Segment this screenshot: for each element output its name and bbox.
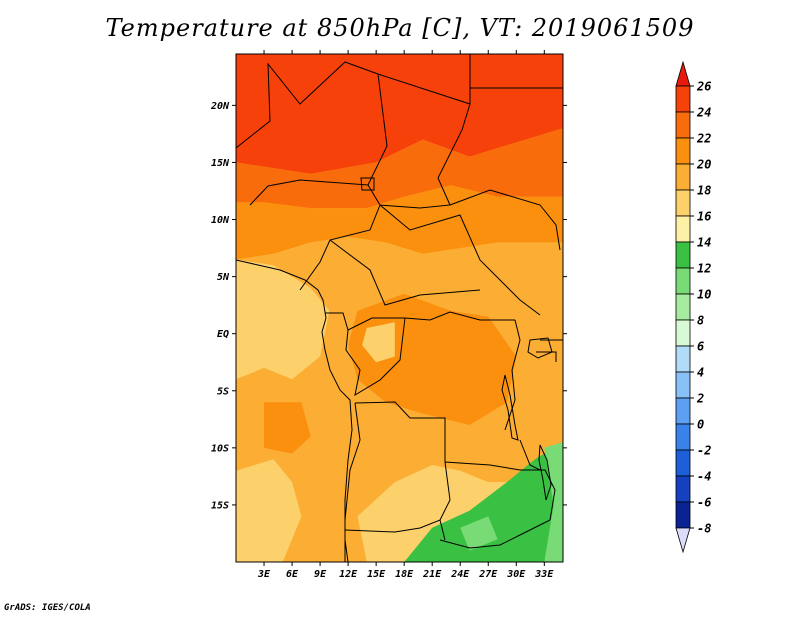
lon-label: 30E: [506, 569, 526, 580]
colorbar-label: 20: [696, 158, 711, 172]
temperature-region-10: [404, 442, 563, 562]
colorbar-label: 10: [697, 288, 711, 302]
lon-label: 3E: [257, 569, 271, 580]
border-line: [536, 351, 557, 362]
colorbar-label: 2: [696, 392, 704, 406]
temperature-region-0: [236, 54, 563, 174]
lon-label: 24E: [450, 569, 470, 580]
colorbar-label: -2: [697, 444, 711, 458]
lon-label: 27E: [478, 569, 498, 580]
colorbar-box: [675, 189, 691, 217]
colorbar-box: [675, 215, 691, 243]
colorbar-box: [675, 293, 691, 321]
border-line: [329, 239, 481, 306]
temperature-region-9: [236, 459, 302, 562]
colorbar-box: [675, 267, 691, 295]
lon-label: 9E: [314, 569, 327, 580]
colorbar-label: -8: [697, 522, 711, 536]
colorbar-box: [675, 475, 691, 503]
border-line: [354, 401, 491, 466]
temperature-region-12: [460, 516, 498, 551]
colorbar-label: -4: [697, 470, 711, 484]
border-line: [504, 319, 521, 431]
colorbar-box: [675, 501, 691, 529]
lon-label: 33E: [534, 569, 554, 580]
colorbar-upper-arrow: [675, 60, 691, 87]
lon-label: 6E: [286, 569, 299, 580]
border-line: [345, 317, 406, 397]
map-frame: [235, 53, 564, 563]
border-line: [379, 204, 541, 316]
lon-label: 12E: [339, 569, 358, 580]
colorbar-box: [675, 397, 691, 425]
temperature-region-1: [236, 128, 563, 209]
border-line: [489, 464, 556, 521]
grads-credit: GrADS: IGES/COLA: [4, 603, 91, 613]
colorbar-label: 14: [697, 236, 711, 250]
temperature-region-7: [362, 322, 395, 363]
lon-label: 18E: [395, 569, 414, 580]
colorbar-label: 22: [696, 132, 711, 146]
lat-label: 15S: [211, 500, 229, 511]
colorbar-label: 12: [697, 262, 711, 276]
border-line: [344, 519, 446, 541]
temperature-region-8: [357, 465, 517, 562]
lat-label: 10S: [211, 443, 229, 454]
colorbar-box: [675, 163, 691, 191]
colorbar-box: [675, 345, 691, 373]
lat-label: 5S: [217, 386, 229, 397]
border-line: [404, 311, 515, 321]
colorbar-box: [675, 423, 691, 451]
colorbar-box: [675, 371, 691, 399]
colorbar-box: [675, 319, 691, 347]
colorbar-label: 18: [697, 184, 711, 198]
colorbar-label: -6: [697, 496, 711, 510]
colorbar-lower-arrow: [675, 527, 691, 554]
colorbar-label: 4: [697, 366, 704, 380]
lat-label: 20N: [210, 101, 230, 112]
temperature-region-6: [236, 259, 330, 380]
lat-label: EQ: [217, 329, 229, 340]
colorbar-label: 24: [696, 106, 711, 120]
colorbar-box: [675, 111, 691, 139]
border-line: [449, 189, 561, 251]
colorbar-label: 6: [697, 340, 704, 354]
lon-label: 21E: [422, 569, 442, 580]
map-axes: 20N 15N 10N 5N EQ 5S 10S 15S 3E 6E 9E 12E 15E 18E 21E 2…: [210, 50, 567, 580]
colorbar-box: [675, 449, 691, 477]
lake-victoria: [527, 337, 553, 359]
temperature-region-2: [236, 185, 563, 260]
map-title: Temperature at 850hPa [C], VT: 201906150…: [105, 14, 695, 42]
country-borders: [236, 54, 563, 562]
colorbar-box: [675, 137, 691, 165]
lat-label: 10N: [211, 215, 230, 226]
lake-tanganyika: [501, 374, 519, 441]
colorbar-box: [675, 241, 691, 269]
lake-chad: [360, 177, 375, 191]
coastline: [236, 259, 353, 562]
lake-malawi: [538, 444, 552, 501]
temperature-field: [236, 54, 563, 562]
colorbar-label: 26: [696, 80, 711, 94]
colorbar-label: 16: [697, 210, 711, 224]
colorbar-label: 0: [697, 418, 704, 432]
temperature-region-5: [264, 402, 311, 454]
border-line: [439, 461, 451, 521]
border-line: [439, 519, 551, 549]
colorbar-label: 8: [697, 314, 704, 328]
border-line: [519, 439, 541, 471]
lat-label: 15N: [211, 158, 230, 169]
lat-label: 5N: [217, 272, 230, 283]
colorbar-box: [675, 85, 691, 113]
lon-label: 15E: [367, 569, 386, 580]
border-line: [325, 312, 405, 331]
